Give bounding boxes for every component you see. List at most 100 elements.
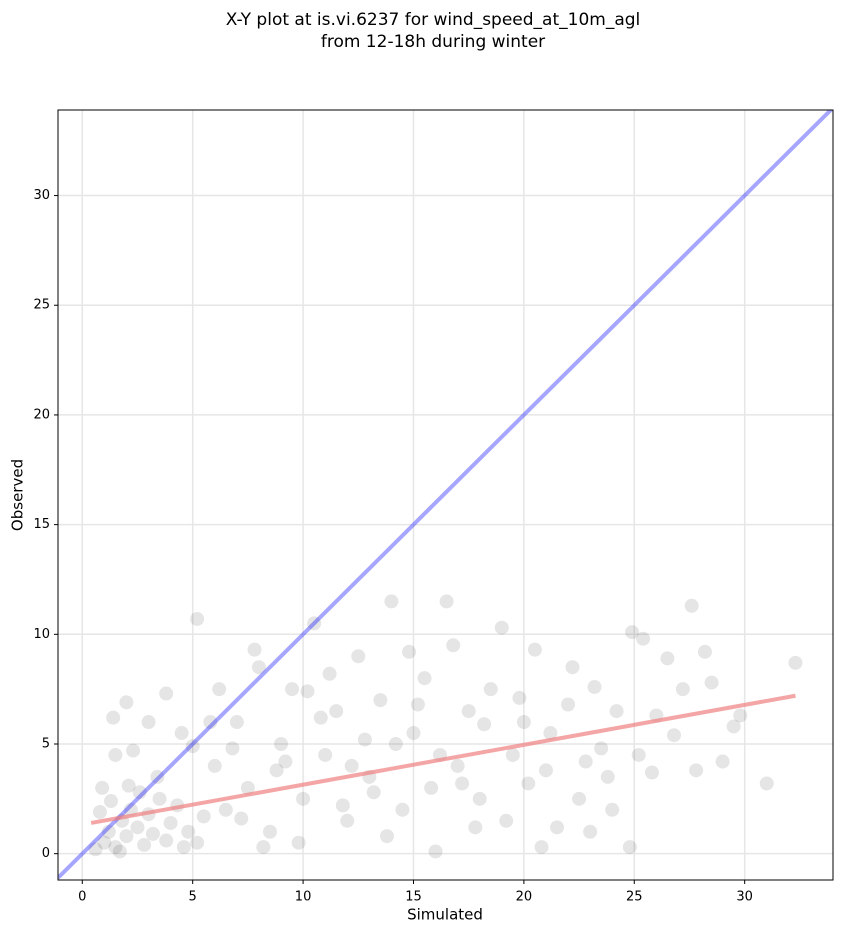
line (90, 693, 796, 825)
point (203, 715, 218, 730)
point (103, 794, 118, 809)
point (112, 844, 127, 859)
point (145, 826, 160, 841)
point (512, 690, 527, 705)
point (505, 747, 520, 762)
point (587, 679, 602, 694)
point (550, 820, 565, 835)
point (600, 769, 615, 784)
point (704, 675, 719, 690)
point (439, 594, 454, 609)
point (572, 791, 587, 806)
point (274, 736, 289, 751)
point (196, 809, 211, 824)
point (477, 717, 492, 732)
y-tick-label: 25 (33, 298, 50, 313)
point (285, 682, 300, 697)
point (675, 682, 690, 697)
point (583, 824, 598, 839)
point (759, 776, 774, 791)
point (468, 820, 483, 835)
point (406, 726, 421, 741)
point (291, 835, 306, 850)
point (388, 736, 403, 751)
point (218, 802, 233, 817)
point (373, 693, 388, 708)
point (622, 840, 637, 855)
point (269, 763, 284, 778)
point (159, 686, 174, 701)
point (684, 598, 699, 613)
chart-subtitle: from 12-18h during winter (321, 32, 545, 52)
point (163, 815, 178, 830)
point (176, 840, 191, 855)
point (152, 791, 167, 806)
point (121, 778, 136, 793)
point (150, 769, 165, 784)
x-tick-label: 5 (189, 890, 197, 905)
point (296, 791, 311, 806)
point (190, 835, 205, 850)
point (256, 840, 271, 855)
x-tick-label: 25 (626, 890, 643, 905)
point (521, 776, 536, 791)
point (417, 671, 432, 686)
point (636, 631, 651, 646)
point (278, 754, 293, 769)
y-tick-label: 15 (33, 517, 50, 532)
point (229, 715, 244, 730)
point (472, 791, 487, 806)
y-tick-label: 5 (42, 736, 50, 751)
point (410, 697, 425, 712)
point (379, 829, 394, 844)
point (207, 758, 222, 773)
point (625, 625, 640, 640)
point (631, 747, 646, 762)
point (335, 798, 350, 813)
point (318, 747, 333, 762)
point (88, 842, 103, 857)
point (605, 802, 620, 817)
point (92, 804, 107, 819)
y-tick-label: 30 (33, 188, 50, 203)
point (119, 695, 134, 710)
x-tick-label: 0 (78, 890, 86, 905)
point (402, 644, 417, 659)
point (119, 829, 134, 844)
point (340, 813, 355, 828)
point (240, 780, 255, 795)
point (300, 684, 315, 699)
point (174, 726, 189, 741)
point (225, 741, 240, 756)
point (516, 715, 531, 730)
x-tick-label: 30 (736, 890, 753, 905)
point (384, 594, 399, 609)
point (366, 785, 381, 800)
point (561, 697, 576, 712)
point (329, 704, 344, 719)
y-tick-label: 20 (33, 407, 50, 422)
point (667, 728, 682, 743)
chart-title: X-Y plot at is.vi.6237 for wind_speed_at… (226, 10, 641, 30)
point (483, 682, 498, 697)
point (644, 765, 659, 780)
x-axis-label: Simulated (407, 906, 483, 924)
point (461, 704, 476, 719)
point (428, 844, 443, 859)
point (538, 763, 553, 778)
point (212, 682, 227, 697)
point (689, 763, 704, 778)
point (190, 611, 205, 626)
point (130, 820, 145, 835)
point (101, 824, 116, 839)
point (726, 719, 741, 734)
point (594, 741, 609, 756)
point (351, 649, 366, 664)
point (234, 811, 249, 826)
point (126, 743, 141, 758)
point (137, 837, 152, 852)
point (322, 666, 337, 681)
point (313, 710, 328, 725)
point (499, 813, 514, 828)
